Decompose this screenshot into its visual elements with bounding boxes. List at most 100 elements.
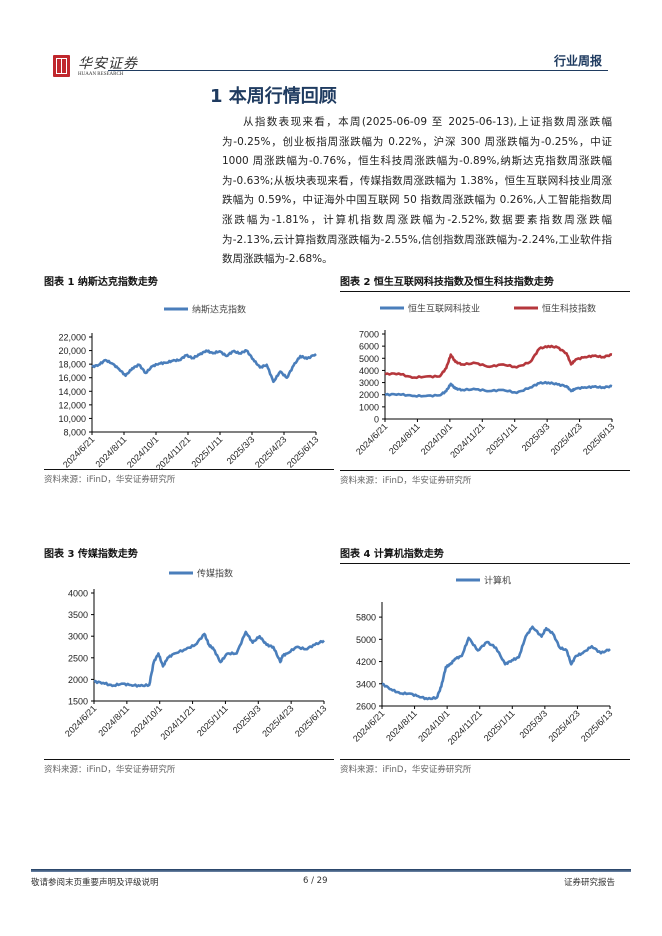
logo-text: 华安证券 — [78, 56, 138, 72]
footer-doc-type: 证券研究报告 — [563, 878, 615, 888]
figure-source: 资料来源：iFinD，华安证券研究所 — [340, 765, 472, 775]
svg-text:2025/3/3: 2025/3/3 — [225, 434, 257, 466]
svg-text:3400: 3400 — [356, 679, 376, 689]
figure-source: 资料来源：iFinD，华安证券研究所 — [44, 765, 176, 775]
chart-svg: 计算机 2600 3400 4200 5000 5800 2024/6/212024/8/1… — [351, 575, 614, 747]
legend-item: 计算机 — [456, 575, 511, 586]
svg-text:2025/6/13: 2025/6/13 — [579, 708, 614, 743]
title-divider — [340, 563, 630, 564]
svg-text:10,000: 10,000 — [58, 414, 86, 424]
svg-text:4000: 4000 — [68, 589, 88, 599]
svg-text:6000: 6000 — [359, 342, 379, 352]
svg-text:2025/3/3: 2025/3/3 — [517, 708, 549, 740]
svg-text:2025/3/3: 2025/3/3 — [520, 421, 552, 453]
figure-2: 图表 2 恒生互联网科技指数及恒生科技指数走势 恒生互联网科技业 恒生科技指数 0 1… — [340, 273, 630, 486]
svg-text:2024/8/11: 2024/8/11 — [384, 708, 419, 743]
svg-text:2025/4/23: 2025/4/23 — [549, 421, 584, 456]
chart-2: 恒生互联网科技业 恒生科技指数 0 1000 2000 3000 4000 5000 6000 7… — [340, 292, 630, 470]
svg-text:2025/4/23: 2025/4/23 — [546, 708, 581, 743]
svg-text:2025/1/11: 2025/1/11 — [195, 703, 230, 738]
svg-text:2024/11/21: 2024/11/21 — [159, 703, 197, 741]
source-divider — [44, 469, 334, 470]
svg-text:2024/11/21: 2024/11/21 — [154, 434, 192, 469]
svg-text:2600: 2600 — [356, 702, 376, 712]
svg-text:2025/6/13: 2025/6/13 — [581, 421, 616, 456]
svg-text:0: 0 — [374, 415, 379, 425]
svg-text:2024/11/21: 2024/11/21 — [448, 421, 486, 459]
section-title: 1 本周行情回顾 — [210, 86, 337, 107]
figure-title: 图表 1 纳斯达克指数走势 — [44, 277, 158, 288]
svg-text:恒生科技指数: 恒生科技指数 — [542, 303, 596, 314]
svg-text:2025/1/11: 2025/1/11 — [482, 708, 517, 743]
series-line — [381, 625, 611, 701]
series-line — [384, 380, 613, 398]
svg-text:2025/6/13: 2025/6/13 — [285, 434, 320, 469]
legend-item: 恒生互联网科技业 — [380, 303, 480, 314]
svg-text:18,000: 18,000 — [58, 360, 86, 370]
chart-svg: 传媒指数1500200025003000350040002024/6/21202… — [63, 568, 328, 742]
svg-text:7000: 7000 — [359, 330, 379, 340]
svg-text:纳斯达克指数: 纳斯达克指数 — [192, 304, 246, 315]
legend-item: 恒生科技指数 — [514, 303, 596, 314]
figure-title: 图表 2 恒生互联网科技指数及恒生科技指数走势 — [340, 277, 554, 288]
chart-1: 纳斯达克指数 8,000 10,000 12,000 14,000 16,000 18,00… — [44, 289, 334, 473]
svg-text:3000: 3000 — [359, 378, 379, 388]
svg-text:2025/6/13: 2025/6/13 — [293, 703, 328, 738]
svg-text:5000: 5000 — [359, 354, 379, 364]
header-divider — [108, 70, 608, 71]
figure-source: 资料来源：iFinD，华安证券研究所 — [44, 475, 176, 485]
source-divider — [340, 470, 630, 471]
svg-text:2024/8/11: 2024/8/11 — [387, 421, 422, 456]
logo-subtext: HUAAN RESEARCH — [78, 72, 124, 77]
svg-text:5000: 5000 — [356, 635, 376, 645]
svg-text:恒生互联网科技业: 恒生互联网科技业 — [408, 303, 480, 314]
page-number: 6 / 29 — [303, 876, 328, 886]
svg-text:8,000: 8,000 — [63, 428, 86, 438]
svg-text:2024/11/21: 2024/11/21 — [446, 708, 484, 746]
figure-1: 图表 1 纳斯达克指数走势 纳斯达克指数 8,000 10,000 12,000 14,… — [44, 273, 334, 485]
footer-divider — [31, 869, 631, 872]
svg-text:2024/8/11: 2024/8/11 — [96, 703, 131, 738]
chart-4: 计算机 2600 3400 4200 5000 5800 2024/6/21 2024/8/1… — [340, 564, 630, 759]
svg-text:2024/8/11: 2024/8/11 — [94, 434, 129, 469]
svg-text:2025/3/3: 2025/3/3 — [231, 703, 263, 735]
svg-text:20,000: 20,000 — [58, 346, 86, 356]
svg-text:传媒指数: 传媒指数 — [197, 568, 233, 579]
chart-3: 传媒指数 1500 2000 2500 3000 3500 4000 2024/6/21 202… — [44, 561, 334, 759]
svg-text:2024/6/21: 2024/6/21 — [63, 703, 98, 738]
svg-text:14,000: 14,000 — [58, 387, 86, 397]
chart-svg: 纳斯达克指数 8,000 10,000 12,000 14,000 16,000 18,00… — [58, 304, 320, 473]
figure-title: 图表 4 计算机指数走势 — [340, 549, 444, 560]
svg-text:22,000: 22,000 — [58, 333, 86, 343]
svg-text:3000: 3000 — [68, 632, 88, 642]
title-divider — [340, 291, 630, 292]
summary-paragraph: 从指数表现来看，本周(2025-06-09 至 2025-06-13),上证指数… — [222, 113, 612, 270]
source-divider — [340, 759, 630, 760]
svg-text:2025/1/11: 2025/1/11 — [484, 421, 519, 456]
legend-item: 纳斯达克指数 — [164, 304, 246, 315]
svg-text:4000: 4000 — [359, 366, 379, 376]
figure-source: 资料来源：iFinD，华安证券研究所 — [340, 476, 472, 486]
figure-title: 图表 3 传媒指数走势 — [44, 549, 138, 560]
svg-text:1500: 1500 — [68, 697, 88, 707]
svg-text:1000: 1000 — [359, 402, 379, 412]
svg-text:16,000: 16,000 — [58, 373, 86, 383]
svg-text:2024/6/21: 2024/6/21 — [354, 421, 389, 456]
source-divider — [44, 759, 334, 760]
svg-text:12,000: 12,000 — [58, 400, 86, 410]
logo-icon — [53, 55, 70, 77]
svg-text:2024/6/21: 2024/6/21 — [61, 434, 96, 469]
svg-text:4200: 4200 — [356, 657, 376, 667]
series-line — [384, 344, 613, 380]
footer-disclaimer: 敬请参阅末页重要声明及评级说明 — [31, 878, 159, 888]
svg-text:5800: 5800 — [356, 613, 376, 623]
series-line — [93, 630, 325, 688]
chart-svg: 恒生互联网科技业 恒生科技指数 0 1000 2000 3000 4000 5000 6000 7… — [354, 303, 616, 460]
page-header: 华安证券 HUAAN RESEARCH 行业周报 — [0, 0, 662, 80]
figure-4: 图表 4 计算机指数走势 计算机 2600 3400 4200 5000 5800 2024… — [340, 545, 630, 775]
svg-text:3500: 3500 — [68, 610, 88, 620]
svg-text:2025/1/11: 2025/1/11 — [190, 434, 225, 469]
svg-text:计算机: 计算机 — [484, 575, 511, 586]
svg-text:2024/6/21: 2024/6/21 — [351, 708, 386, 743]
svg-text:2000: 2000 — [68, 675, 88, 685]
